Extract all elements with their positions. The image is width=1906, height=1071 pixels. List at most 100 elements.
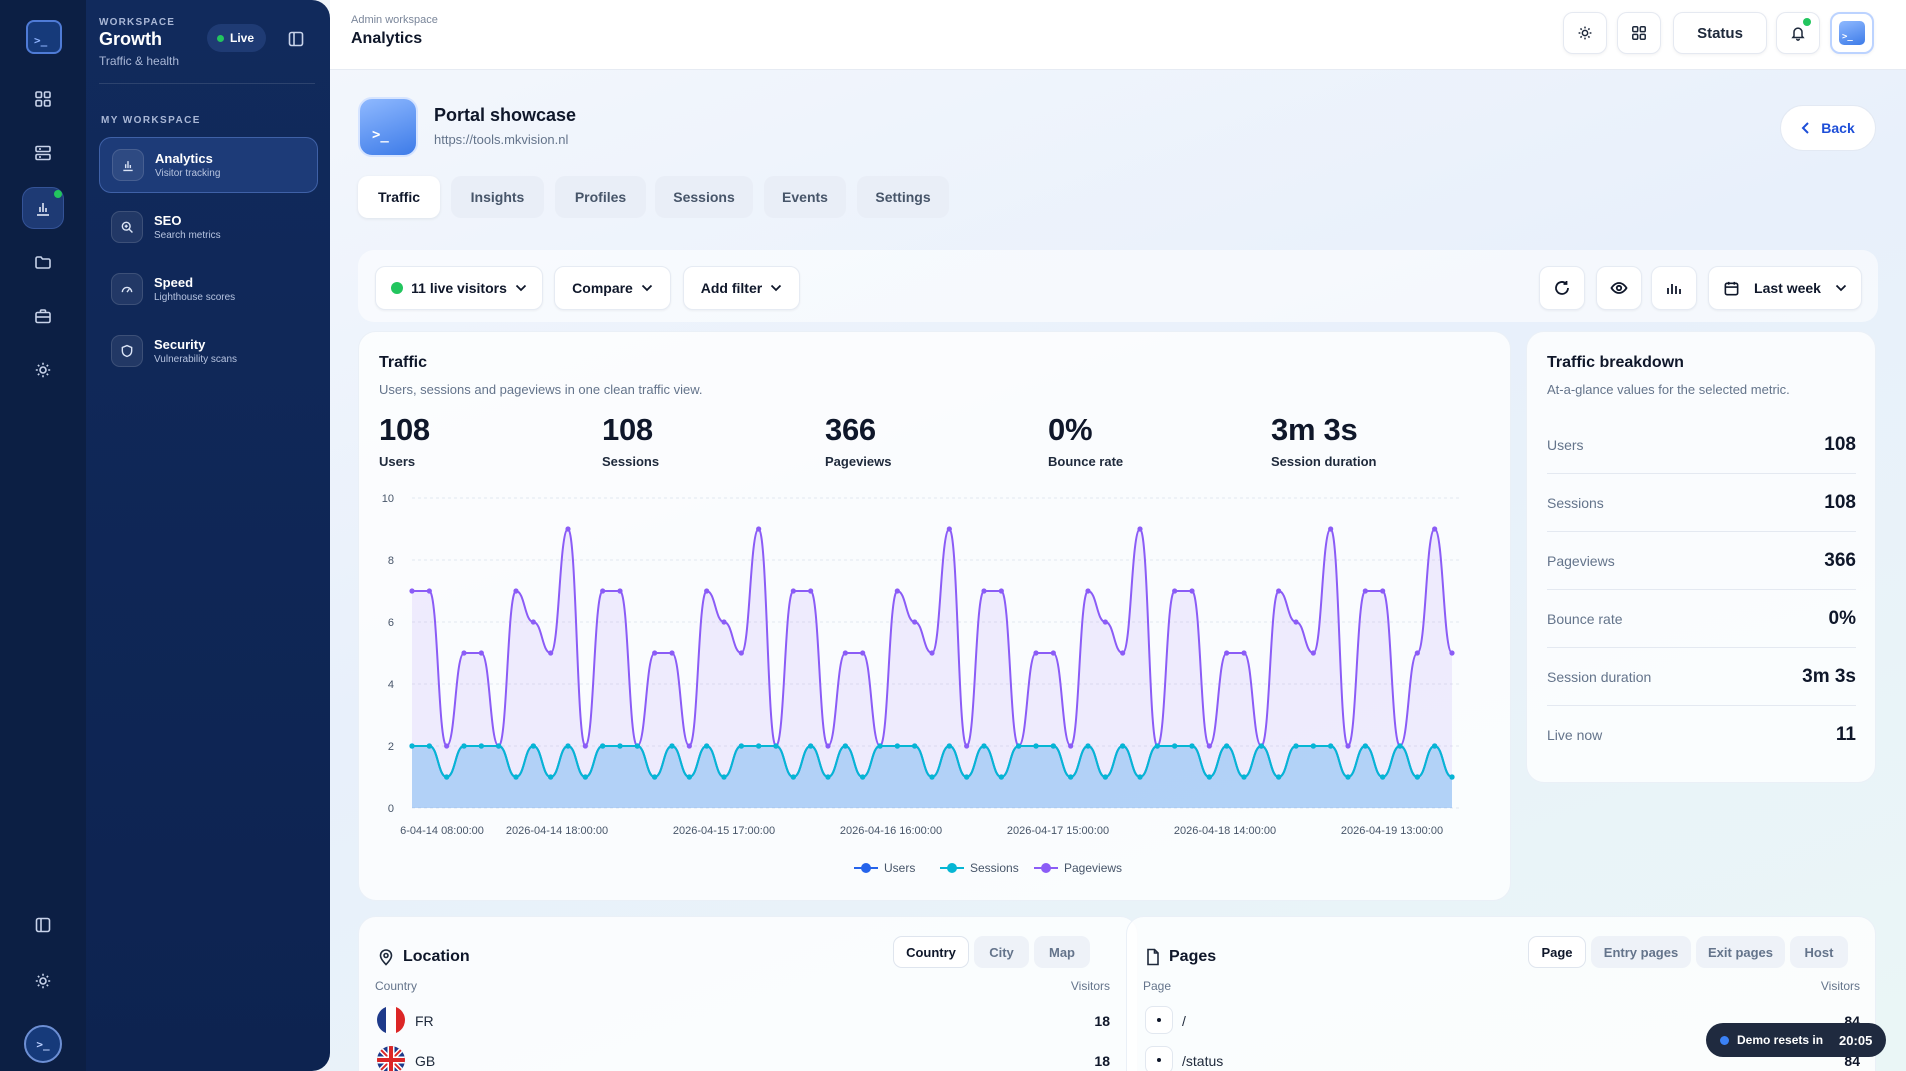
- grid-apps-icon[interactable]: [22, 78, 64, 120]
- y-tick-label: 2: [388, 741, 394, 753]
- data-point-pageviews: [1310, 650, 1316, 656]
- data-point-pageviews: [1241, 650, 1247, 656]
- data-point-sessions: [1172, 743, 1178, 749]
- sidebar-item-speed[interactable]: Speed Lighthouse scores: [99, 261, 318, 317]
- kpi-sessions-value: 108: [602, 412, 653, 447]
- data-point-sessions: [1328, 743, 1334, 749]
- search-zoom-icon: [111, 211, 143, 243]
- breadcrumb[interactable]: Admin workspace: [351, 14, 438, 26]
- segment-host[interactable]: Host: [1790, 936, 1848, 968]
- data-point-pageviews: [444, 743, 450, 749]
- data-point-pageviews: [894, 588, 900, 594]
- data-point-pageviews: [721, 619, 727, 625]
- compare-dropdown[interactable]: Compare: [554, 266, 671, 310]
- sidebar-item-security[interactable]: Security Vulnerability scans: [99, 323, 318, 379]
- breakdown-row: Live now 11: [1547, 706, 1856, 764]
- sidebar-item-seo[interactable]: SEO Search metrics: [99, 199, 318, 255]
- sun-icon[interactable]: [22, 349, 64, 391]
- legend-label: Pageviews: [1064, 861, 1122, 875]
- data-point-sessions: [1033, 743, 1039, 749]
- segment-map[interactable]: Map: [1034, 936, 1090, 968]
- data-point-sessions: [1432, 743, 1438, 749]
- breakdown-row-value: 108: [1824, 491, 1856, 513]
- date-range-label: Last week: [1754, 280, 1821, 296]
- folder-icon[interactable]: [22, 241, 64, 283]
- demo-reset-badge: Demo resets in 20:05: [1706, 1023, 1886, 1057]
- data-point-sessions: [1068, 774, 1074, 780]
- data-point-pageviews: [461, 650, 467, 656]
- data-point-sessions: [565, 743, 571, 749]
- status-button[interactable]: Status: [1673, 12, 1767, 54]
- sidebar-item-desc: Visitor tracking: [155, 168, 221, 179]
- sidebar-collapse-icon[interactable]: [283, 26, 309, 52]
- visibility-button[interactable]: [1596, 266, 1642, 310]
- live-dot-icon: [391, 282, 404, 294]
- flag-fr-icon: [377, 1006, 405, 1034]
- add-filter-dropdown[interactable]: Add filter: [683, 266, 800, 310]
- segment-page[interactable]: Page: [1528, 936, 1586, 968]
- back-button[interactable]: Back: [1780, 105, 1876, 151]
- page-bullet-icon: [1145, 1046, 1173, 1071]
- panel-icon[interactable]: [22, 904, 64, 946]
- workspace-subtitle: Traffic & health: [99, 54, 180, 68]
- x-tick-label: 2026-04-19 13:00:00: [1341, 825, 1443, 837]
- data-point-pageviews: [808, 588, 814, 594]
- settings-sun-icon[interactable]: [22, 960, 64, 1002]
- server-icon[interactable]: [22, 132, 64, 174]
- apps-button[interactable]: [1617, 12, 1661, 54]
- data-point-sessions: [461, 743, 467, 749]
- sidebar-item-label: Analytics: [155, 151, 213, 166]
- refresh-button[interactable]: [1539, 266, 1585, 310]
- tab-events[interactable]: Events: [764, 176, 846, 218]
- tab-profiles[interactable]: Profiles: [555, 176, 646, 218]
- terminal-logo-icon[interactable]: >_: [26, 20, 62, 54]
- notifications-button[interactable]: [1776, 12, 1820, 54]
- breakdown-card: [1526, 331, 1876, 783]
- breakdown-row-label: Pageviews: [1547, 552, 1615, 569]
- data-point-pageviews: [1432, 526, 1438, 532]
- breakdown-row: Bounce rate 0%: [1547, 590, 1856, 648]
- data-point-sessions: [426, 743, 432, 749]
- theme-toggle-button[interactable]: [1563, 12, 1607, 54]
- data-point-pageviews: [981, 588, 987, 594]
- sidebar-item-label: SEO: [154, 213, 182, 228]
- data-point-sessions: [704, 743, 710, 749]
- date-range-dropdown[interactable]: Last week: [1708, 266, 1862, 310]
- kpi-bounce-label: Bounce rate: [1048, 454, 1124, 469]
- tab-insights[interactable]: Insights: [451, 176, 544, 218]
- live-visitors-dropdown[interactable]: 11 live visitors: [375, 266, 543, 310]
- project-url[interactable]: https://tools.mkvision.nl: [434, 132, 569, 147]
- chevron-down-icon: [641, 284, 652, 292]
- data-point-pageviews: [1276, 588, 1282, 594]
- workspace-title[interactable]: Growth: [99, 29, 162, 49]
- tab-traffic[interactable]: Traffic: [358, 176, 440, 218]
- chart-bar-icon[interactable]: [22, 187, 64, 229]
- map-pin-icon: [379, 949, 393, 966]
- segment-entry-pages[interactable]: Entry pages: [1591, 936, 1691, 968]
- tab-settings[interactable]: Settings: [857, 176, 949, 218]
- kpi-sessions-label: Sessions: [602, 454, 660, 469]
- segment-exit-pages[interactable]: Exit pages: [1696, 936, 1785, 968]
- tab-sessions[interactable]: Sessions: [655, 176, 753, 218]
- segment-country[interactable]: Country: [893, 936, 969, 968]
- avatar-terminal-icon[interactable]: >_: [24, 1025, 62, 1063]
- traffic-chart[interactable]: 0 2 4 6 8 10 6-04-14 08:00:00 2026-04-14 18:00:…: [330, 0, 1510, 890]
- page-row-path[interactable]: /status: [1182, 1053, 1224, 1069]
- demo-reset-time: 20:05: [1839, 1032, 1873, 1048]
- data-point-pageviews: [912, 619, 918, 625]
- sidebar-item-analytics[interactable]: Analytics Visitor tracking: [99, 137, 318, 193]
- kpi-duration-value: 3m 3s: [1271, 412, 1358, 447]
- x-tick-label: 6-04-14 08:00:00: [400, 825, 484, 837]
- data-point-sessions: [756, 743, 762, 749]
- data-point-sessions: [894, 743, 900, 749]
- briefcase-icon[interactable]: [22, 295, 64, 337]
- segment-city[interactable]: City: [974, 936, 1029, 968]
- breakdown-row-value: 3m 3s: [1802, 665, 1856, 687]
- chart-type-button[interactable]: [1651, 266, 1697, 310]
- data-point-sessions: [652, 774, 658, 780]
- data-point-pageviews: [548, 650, 554, 656]
- page-row-path[interactable]: /: [1182, 1013, 1186, 1029]
- main-content: Admin workspace Analytics Status >_ >_ P…: [330, 0, 1906, 1071]
- app-avatar-button[interactable]: >_: [1830, 12, 1874, 54]
- breakdown-row-label: Sessions: [1547, 494, 1604, 511]
